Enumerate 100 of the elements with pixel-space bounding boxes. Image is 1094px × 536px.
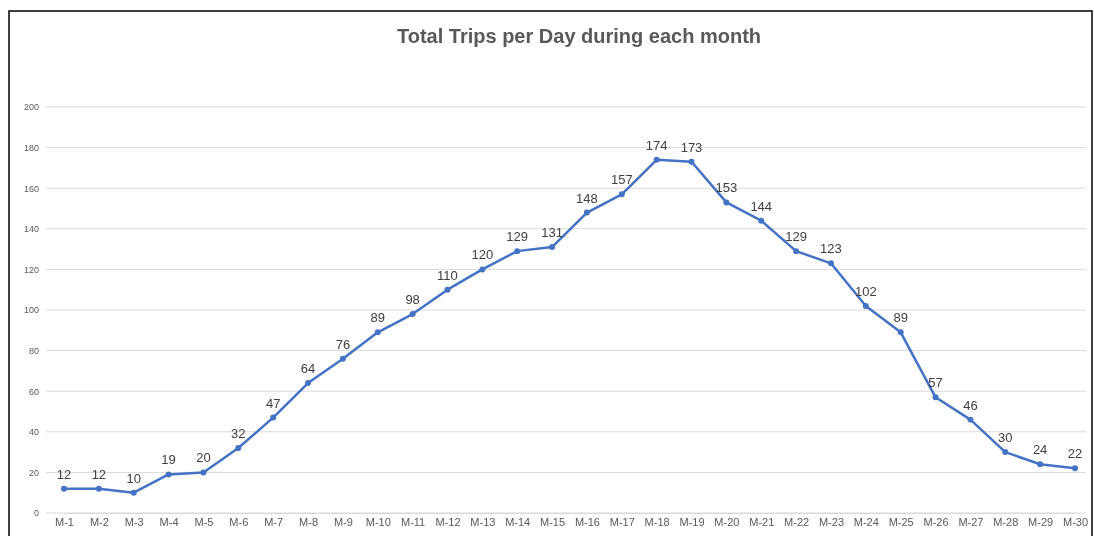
data-label: 131 [541,225,563,241]
data-label: 10 [126,470,141,486]
point [1072,465,1078,472]
point [165,471,172,478]
x-tick-label: M-24 [853,515,879,528]
x-tick-label: M-10 [365,515,391,528]
y-tick-label: 180 [23,142,39,153]
x-tick-label: M-9 [333,515,353,528]
y-tick-label: 120 [23,264,39,275]
x-tick-label: M-11 [401,515,426,528]
x-tick-label: M-21 [749,515,775,528]
x-tick-label: M-18 [644,515,670,528]
x-tick-label: M-16 [574,515,600,528]
data-label: 129 [785,229,807,245]
point [61,485,67,492]
chart-title: Total Trips per Day during each month [396,25,762,47]
y-tick-label: 0 [33,508,39,519]
point [618,191,625,198]
data-label: 129 [506,229,529,245]
point [688,158,695,165]
point [583,209,590,216]
data-label: 76 [335,336,351,352]
y-tick-label: 100 [23,305,39,316]
data-label: 102 [854,283,877,299]
data-label: 174 [645,137,668,153]
data-label: 57 [928,375,943,391]
data-label: 157 [610,172,633,188]
data-label: 89 [370,310,385,326]
point [235,445,242,452]
x-tick-label: M-15 [540,515,566,528]
x-tick-label: M-2 [89,515,109,528]
point [374,329,381,336]
point [130,489,137,496]
point [444,286,451,293]
data-label: 64 [300,361,316,377]
point [723,199,730,206]
x-tick-label: M-7 [264,515,284,528]
x-tick-label: M-30 [1062,515,1089,528]
x-tick-label: M-27 [958,515,984,528]
point [549,244,556,251]
data-label: 30 [998,430,1013,446]
x-tick-label: M-19 [679,515,705,528]
x-tick-label: M-29 [1028,515,1054,528]
x-tick-label: M-13 [470,515,496,528]
x-tick-label: M-26 [923,515,949,528]
data-label: 110 [437,267,458,283]
x-tick-label: M-12 [435,515,461,528]
point [1002,449,1009,456]
data-label: 47 [265,395,281,411]
x-tick-label: M-25 [888,515,914,528]
data-label: 24 [1032,442,1048,458]
data-label: 22 [1067,446,1083,462]
y-tick-label: 40 [28,427,39,438]
data-label: 32 [231,426,246,442]
point [932,394,939,401]
x-tick-label: M-3 [124,515,144,528]
y-tick-label: 200 [23,102,39,113]
data-label: 173 [680,139,703,155]
data-label: 144 [750,198,773,214]
point [200,469,207,476]
data-label: 123 [820,241,842,257]
y-tick-label: 140 [23,224,39,235]
point [339,355,346,362]
point [1037,461,1044,468]
x-tick-label: M-23 [818,515,844,528]
data-label: 148 [576,190,598,206]
y-tick-label: 60 [28,386,39,397]
data-label: 120 [471,247,494,263]
x-tick-label: M-14 [505,515,531,528]
point [862,302,869,309]
data-label: 153 [715,180,738,196]
point [758,217,765,224]
data-label: 20 [196,450,211,466]
x-tick-label: M-5 [194,515,214,528]
point [827,260,834,267]
x-tick-label: M-8 [299,515,319,528]
x-tick-label: M-6 [229,515,249,528]
data-label: 12 [91,466,107,482]
data-label: 19 [161,452,176,468]
y-tick-label: 20 [28,467,39,478]
x-tick-label: M-28 [993,515,1019,528]
point [95,485,102,492]
point [479,266,486,273]
y-tick-label: 80 [28,345,39,356]
x-tick-label: M-17 [609,515,635,528]
point [305,380,312,387]
point [897,329,904,336]
data-label: 46 [963,397,978,413]
point [514,248,521,255]
data-label: 12 [56,466,72,482]
y-tick-label: 160 [23,183,39,194]
data-label: 98 [405,292,420,308]
x-tick-label: M-4 [159,515,179,528]
point [409,311,416,318]
x-tick-label: M-1 [55,515,74,528]
point [270,414,277,421]
point [793,248,800,255]
point [653,156,660,163]
point [967,416,974,423]
x-tick-label: M-20 [714,515,740,528]
